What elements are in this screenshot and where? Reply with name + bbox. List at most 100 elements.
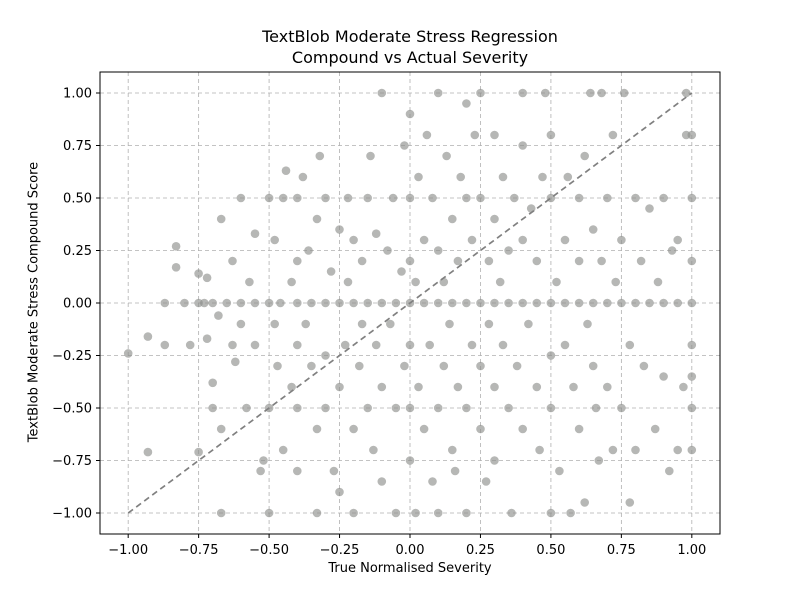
x-tick-label: −0.25 [320,543,360,558]
data-point [445,319,454,329]
y-tick-label: −0.25 [52,349,92,364]
data-point [405,193,415,203]
data-point [391,298,401,308]
data-point [428,477,437,486]
data-point [560,340,570,350]
data-point [555,466,564,476]
data-point [594,456,604,465]
data-point [335,225,344,234]
data-point [371,340,381,350]
data-point [504,246,513,255]
data-point [216,424,226,434]
data-point [462,193,471,203]
x-tick-label: −0.75 [179,543,219,558]
data-point [321,351,330,360]
x-axis-label: True Normalised Severity [328,561,492,576]
data-point [619,88,629,98]
data-point [645,298,654,308]
reference-line-group [127,92,693,514]
data-point [335,382,344,392]
data-point [264,298,274,308]
data-point [216,508,226,518]
y-axis-ticks: −1.00 −0.75 −0.50 −0.25 0.00 0.25 0.50 0.75 1.00 [52,87,100,522]
data-point [687,445,697,455]
data-point [448,298,457,308]
data-point [462,298,471,308]
data-point [535,445,544,455]
data-point [659,193,668,203]
data-point [498,172,508,182]
data-point [450,466,460,476]
data-point [504,403,513,413]
data-point [591,403,601,413]
data-point [625,498,635,507]
data-point [524,319,533,329]
data-point [588,361,598,371]
data-point [278,445,288,455]
data-point [673,298,682,308]
data-point [518,424,527,434]
data-point [143,332,153,341]
data-point [439,277,449,287]
data-point [326,267,336,276]
data-point [369,445,378,455]
data-point [250,298,260,308]
data-point [363,298,373,308]
x-tick-label: 1.00 [677,543,706,558]
data-point [518,298,527,308]
data-point [171,263,181,272]
data-point [391,508,401,518]
data-point [256,466,265,476]
data-point [185,340,195,350]
data-point [490,382,499,392]
data-point [216,214,226,224]
data-point [659,372,668,381]
x-axis-ticks: −1.00 −0.75 −0.50 −0.25 0.00 0.25 0.50 0.75 1.00 [108,534,706,558]
data-point [574,298,584,308]
data-point [222,298,232,308]
data-point [603,382,612,392]
data-point [349,235,358,245]
data-point [160,340,170,350]
x-tick-label: 0.00 [396,543,425,558]
data-point [490,298,499,308]
data-point [617,298,626,308]
data-point [298,172,308,182]
data-point [236,319,246,329]
data-point [231,357,240,367]
data-point [366,151,375,161]
data-point [569,382,578,392]
data-point [312,508,322,518]
data-point [214,311,223,320]
data-point [293,403,302,413]
data-point [476,298,485,308]
y-tick-label: 0.25 [63,244,92,259]
data-point [448,214,457,224]
data-point [586,88,595,98]
chart-title: TextBlob Moderate Stress Regression [262,27,558,46]
data-point [687,403,697,413]
data-point [425,340,435,350]
data-point [433,246,443,255]
data-point [687,130,697,140]
data-point [588,298,598,308]
x-tick-label: 0.25 [466,543,495,558]
data-point [228,340,237,350]
y-tick-label: 1.00 [63,87,92,102]
data-point [405,340,415,350]
x-tick-label: −1.00 [108,543,148,558]
y-tick-label: 0.50 [63,192,92,207]
data-point [476,424,485,434]
data-point [639,361,649,371]
data-point [583,319,592,329]
data-point [250,340,260,350]
data-point [673,235,682,245]
data-point [329,466,339,476]
data-point [470,130,480,140]
data-point [307,298,316,308]
data-point [518,141,527,150]
data-point [453,256,463,266]
data-point [603,193,612,203]
data-point [293,340,302,350]
data-point [180,298,189,308]
